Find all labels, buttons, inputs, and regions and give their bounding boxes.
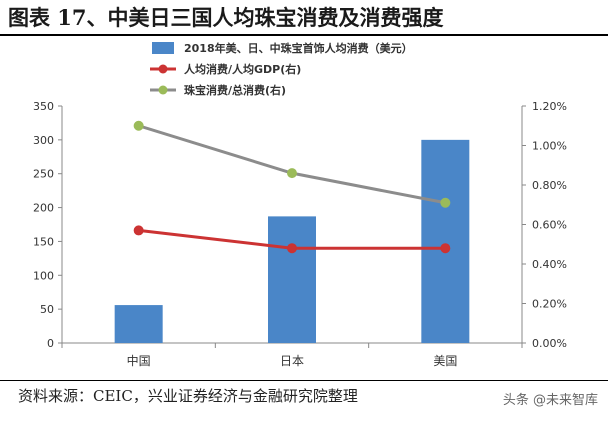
y-left-tick-label: 200 — [33, 202, 54, 215]
chart: 0 50 100 150 200 250 300 350 0.00% 0.20% 0.40% 0.60… — [33, 41, 567, 368]
x-tick-label: 中国 — [127, 353, 151, 368]
y-right-tick-label: 0.20% — [532, 298, 567, 311]
legend-label: 人均消费/人均GDP(右) — [184, 62, 301, 76]
y-right-tick-label: 0.60% — [532, 219, 567, 232]
data-point — [287, 243, 297, 254]
watermark-text: 头条 @未来智库 — [502, 393, 598, 408]
y-right-tick-label: 0.80% — [532, 179, 567, 192]
x-tick-label: 美国 — [433, 354, 457, 368]
y-right-tick-label: 0.40% — [532, 258, 567, 271]
y-left-tick-label: 250 — [33, 168, 54, 181]
bar — [114, 305, 163, 343]
series-line — [138, 124, 446, 205]
data-point — [133, 225, 144, 236]
data-point — [133, 120, 144, 131]
title-divider — [0, 34, 608, 36]
legend-label: 2018年美、日、中珠宝首饰人均消费（美元） — [184, 41, 413, 55]
watermark: 头条 @未来智库 — [503, 389, 598, 408]
bar — [268, 216, 316, 343]
figure-title: 图表 17、中美日三国人均珠宝消费及消费强度 — [8, 5, 444, 30]
source-note: 资料来源：CEIC，兴业证券经济与金融研究院整理 — [18, 387, 358, 405]
data-point — [440, 197, 451, 208]
y-left-tick-label: 150 — [33, 235, 54, 248]
y-right-tick-label: 1.20% — [532, 100, 567, 113]
y-left-tick-label: 100 — [33, 269, 54, 282]
footer-divider — [0, 380, 608, 381]
y-left-tick-label: 50 — [40, 303, 54, 316]
y-left-tick-label: 0 — [47, 337, 54, 350]
x-tick-label: 日本 — [280, 354, 304, 368]
y-right-tick-label: 1.00% — [532, 140, 567, 153]
legend-label: 珠宝消费/总消费(右) — [184, 83, 286, 97]
y-left-tick-label: 300 — [33, 134, 54, 147]
bar — [421, 139, 470, 343]
y-right-tick-label: 0.00% — [532, 337, 567, 350]
legend-swatch — [152, 42, 174, 54]
data-point — [440, 243, 451, 254]
legend-marker — [158, 85, 168, 95]
y-left-tick-label: 350 — [33, 100, 54, 113]
legend-marker — [158, 64, 168, 74]
data-point — [287, 168, 297, 179]
